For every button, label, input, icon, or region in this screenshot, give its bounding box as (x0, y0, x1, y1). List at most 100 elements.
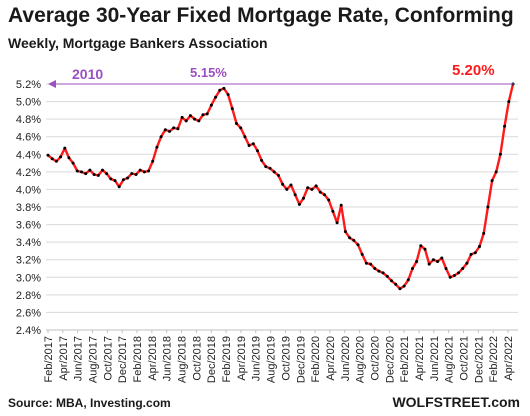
data-point (302, 196, 305, 200)
data-point (339, 203, 343, 207)
data-point (306, 186, 310, 190)
data-point (431, 258, 435, 262)
series-line (47, 83, 515, 290)
data-point (331, 209, 335, 213)
data-point (147, 169, 150, 173)
data-point (436, 260, 440, 263)
data-point (168, 129, 171, 133)
data-point (92, 173, 96, 176)
x-tick-label: Dec/2019 (295, 336, 307, 383)
x-tick-label: Jun/2021 (429, 336, 441, 381)
data-point (121, 178, 125, 182)
x-tick-label: Aug/2017 (88, 336, 100, 383)
data-point (478, 245, 481, 248)
data-point (138, 168, 142, 172)
x-tick-label: Aug/2021 (444, 336, 456, 383)
data-point (109, 177, 113, 181)
data-point (285, 187, 289, 191)
data-point (444, 267, 448, 270)
data-point (377, 269, 381, 273)
x-tick-label: Oct/2018 (191, 336, 203, 381)
data-point (490, 179, 494, 183)
data-point (293, 193, 297, 197)
data-point (142, 170, 146, 174)
data-point (419, 244, 423, 248)
data-point (260, 158, 264, 162)
data-point (180, 115, 184, 119)
data-point (297, 202, 301, 206)
x-tick-label: Oct/2019 (280, 336, 292, 381)
data-point (172, 126, 176, 130)
data-point (469, 252, 473, 256)
data-point (369, 262, 373, 266)
data-point (498, 152, 502, 156)
data-point (411, 267, 414, 270)
x-tick-label: Dec/2021 (473, 336, 485, 383)
data-point (440, 256, 444, 260)
data-point (327, 198, 331, 202)
data-point (218, 88, 222, 92)
y-tick-label: 4.6% (16, 132, 41, 144)
y-tick-label: 2.8% (16, 290, 41, 302)
data-point (163, 128, 167, 132)
x-tick-label: Feb/2019 (221, 336, 233, 382)
gridlines (46, 83, 518, 331)
data-point (197, 119, 201, 123)
data-point (323, 193, 326, 197)
data-point (390, 279, 393, 283)
x-tick-label: Feb/2022 (488, 336, 500, 382)
x-tick-label: Dec/2018 (206, 336, 218, 383)
data-point (448, 275, 452, 279)
data-point (360, 252, 364, 256)
data-point (63, 146, 67, 150)
x-tick-label: Feb/2021 (399, 336, 411, 382)
x-tick-label: Oct/2017 (102, 336, 114, 381)
data-point (84, 172, 88, 176)
data-point (50, 157, 54, 161)
x-tick-label: Jun/2018 (162, 336, 174, 381)
data-point (117, 185, 121, 189)
data-point (126, 176, 130, 180)
data-point (88, 168, 92, 172)
x-tick-label: Jun/2017 (73, 336, 85, 381)
data-point (230, 107, 234, 111)
data-point (184, 119, 188, 123)
x-tick-label: Apr/2020 (325, 336, 337, 381)
chart-title: Average 30-Year Fixed Mortgage Rate, Con… (8, 4, 514, 27)
data-point (222, 86, 226, 90)
data-point (507, 100, 511, 104)
data-point (101, 168, 104, 172)
data-point (415, 260, 419, 263)
data-point (226, 93, 230, 96)
data-point (348, 236, 352, 240)
data-point (281, 182, 285, 186)
data-point (134, 173, 138, 176)
annotations: 2010 5.15% 5.20% (48, 62, 514, 88)
data-point (289, 183, 293, 187)
x-tick-label: Oct/2021 (458, 336, 470, 381)
data-point (193, 117, 197, 121)
y-tick-label: 4.8% (16, 114, 41, 126)
y-tick-label: 3.8% (16, 202, 41, 214)
data-point (176, 127, 180, 131)
annotation-2010: 2010 (72, 66, 103, 82)
x-tick-label: Aug/2018 (177, 336, 189, 383)
x-tick-label: Jun/2020 (340, 336, 352, 381)
x-tick-label: Apr/2018 (147, 336, 159, 381)
data-point (373, 267, 377, 270)
data-point (356, 243, 360, 247)
y-tick-label: 2.4% (16, 325, 41, 337)
x-tick-label: Feb/2020 (310, 336, 322, 382)
data-point (247, 144, 251, 147)
x-axis: Feb/2017 Apr/2017 Jun/2017 Aug/2017 Oct/2017… (43, 329, 518, 383)
data-point (159, 135, 163, 139)
data-point (461, 267, 465, 270)
data-point (398, 287, 402, 291)
y-tick-label: 4.0% (16, 184, 41, 196)
x-tick-label: Apr/2021 (414, 336, 426, 381)
data-point (482, 231, 486, 235)
data-point (465, 261, 469, 265)
data-point (75, 169, 79, 173)
x-tick-label: Dec/2020 (384, 336, 396, 383)
brand-watermark: WOLFSTREET.com (392, 394, 520, 410)
